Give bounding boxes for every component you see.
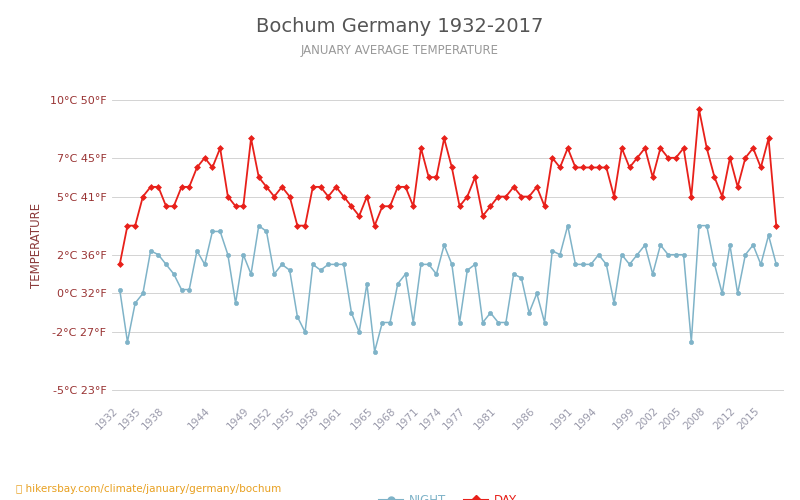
- Legend: NIGHT, DAY: NIGHT, DAY: [374, 490, 522, 500]
- Text: Bochum Germany 1932-2017: Bochum Germany 1932-2017: [256, 18, 544, 36]
- Text: 📍 hikersbay.com/climate/january/germany/bochum: 📍 hikersbay.com/climate/january/germany/…: [16, 484, 282, 494]
- Y-axis label: TEMPERATURE: TEMPERATURE: [30, 202, 43, 288]
- Text: JANUARY AVERAGE TEMPERATURE: JANUARY AVERAGE TEMPERATURE: [301, 44, 499, 57]
